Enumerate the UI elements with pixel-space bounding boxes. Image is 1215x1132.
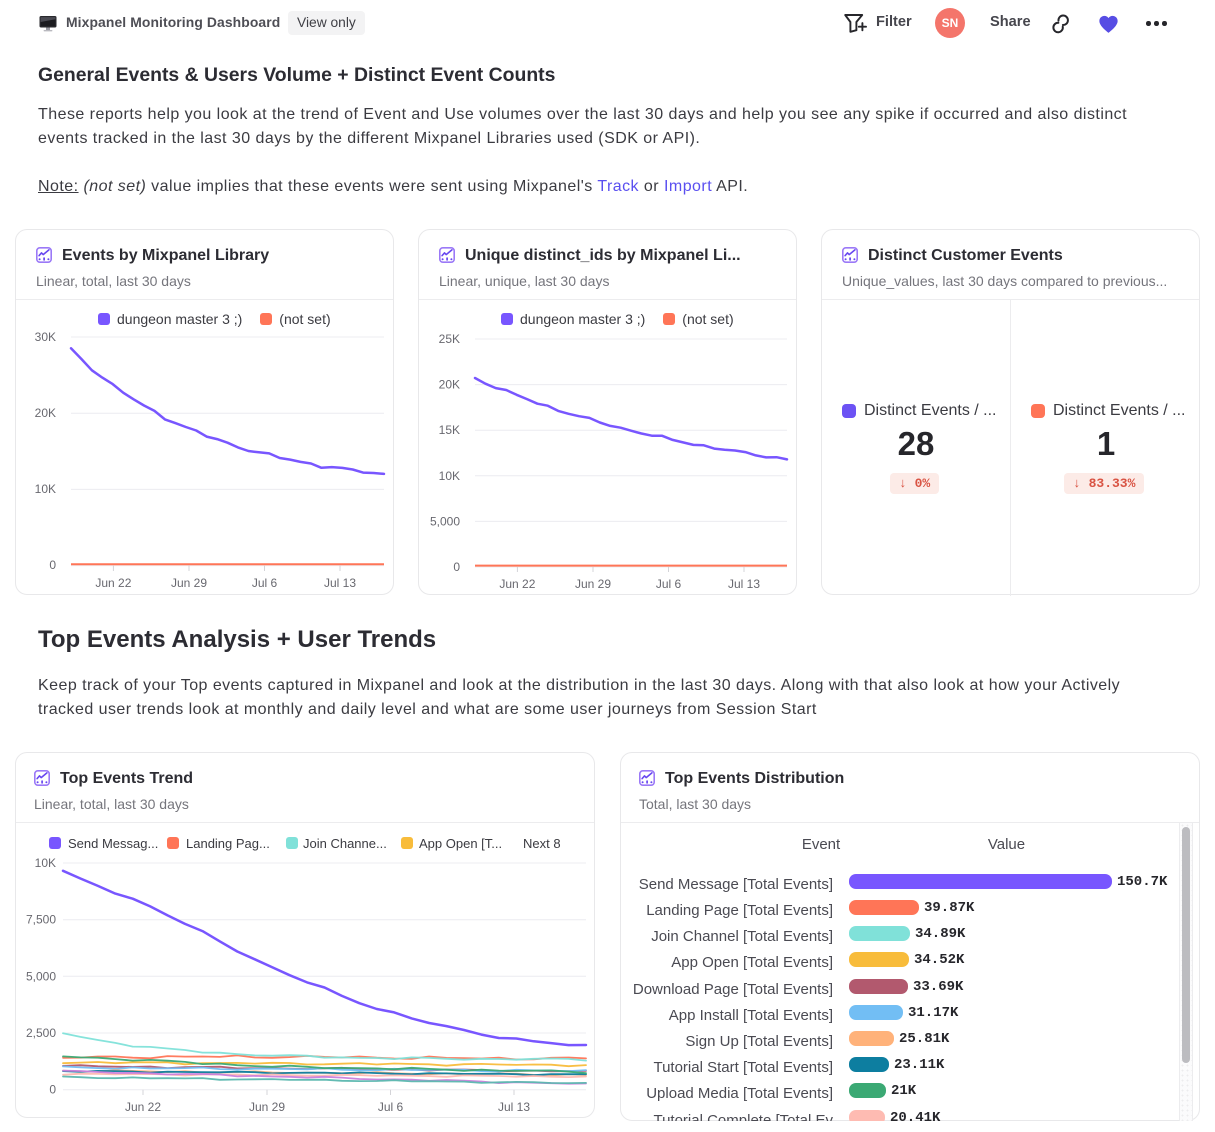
svg-text:Jul 6: Jul 6 [252,576,278,590]
svg-text:10K: 10K [35,856,56,870]
svg-text:Jul 13: Jul 13 [498,1100,530,1114]
svg-text:0: 0 [49,558,56,572]
svg-text:7,500: 7,500 [26,913,56,927]
svg-text:25K: 25K [439,332,460,346]
svg-text:Jul 13: Jul 13 [324,576,356,590]
svg-text:Jul 6: Jul 6 [656,577,682,591]
svg-text:20K: 20K [439,378,460,392]
svg-text:Jun 22: Jun 22 [499,577,535,591]
svg-text:Jul 13: Jul 13 [728,577,760,591]
svg-text:15K: 15K [439,423,460,437]
svg-text:10K: 10K [439,469,460,483]
svg-text:2,500: 2,500 [26,1026,56,1040]
svg-text:Jun 29: Jun 29 [171,576,207,590]
svg-text:5,000: 5,000 [26,969,56,983]
svg-text:20K: 20K [35,406,56,420]
svg-text:Jul 6: Jul 6 [378,1100,404,1114]
svg-text:Jun 22: Jun 22 [125,1100,161,1114]
svg-text:30K: 30K [35,330,56,344]
svg-text:Jun 29: Jun 29 [575,577,611,591]
svg-text:10K: 10K [35,482,56,496]
svg-text:Jun 22: Jun 22 [95,576,131,590]
svg-text:0: 0 [49,1083,56,1097]
svg-text:5,000: 5,000 [430,514,460,528]
svg-text:0: 0 [453,560,460,574]
svg-text:Jun 29: Jun 29 [249,1100,285,1114]
